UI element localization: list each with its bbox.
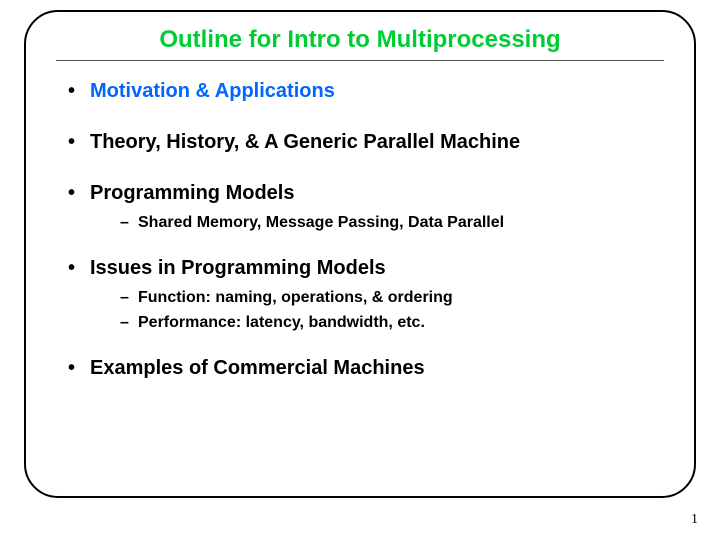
- title-divider: [56, 60, 664, 61]
- bullet-label: Theory, History, & A Generic Parallel Ma…: [90, 131, 520, 153]
- slide-frame: Outline for Intro to Multiprocessing Mot…: [24, 10, 696, 498]
- sub-list: Function: naming, operations, & ordering…: [90, 287, 664, 334]
- sub-item: Function: naming, operations, & ordering: [120, 287, 664, 309]
- sub-list: Shared Memory, Message Passing, Data Par…: [90, 212, 664, 234]
- bullet-label: Examples of Commercial Machines: [90, 357, 425, 379]
- bullet-item: Programming Models Shared Memory, Messag…: [66, 181, 664, 234]
- bullet-label: Programming Models: [90, 182, 294, 204]
- bullet-item: Motivation & Applications: [66, 79, 664, 104]
- bullet-label: Motivation & Applications: [90, 80, 335, 102]
- bullet-item: Issues in Programming Models Function: n…: [66, 256, 664, 334]
- sub-item: Shared Memory, Message Passing, Data Par…: [120, 212, 664, 234]
- bullet-item: Examples of Commercial Machines: [66, 356, 664, 381]
- slide-title: Outline for Intro to Multiprocessing: [56, 26, 664, 54]
- bullet-list: Motivation & Applications Theory, Histor…: [56, 79, 664, 381]
- sub-item: Performance: latency, bandwidth, etc.: [120, 312, 664, 334]
- bullet-item: Theory, History, & A Generic Parallel Ma…: [66, 130, 664, 155]
- page-number: 1: [691, 512, 698, 528]
- bullet-label: Issues in Programming Models: [90, 257, 386, 279]
